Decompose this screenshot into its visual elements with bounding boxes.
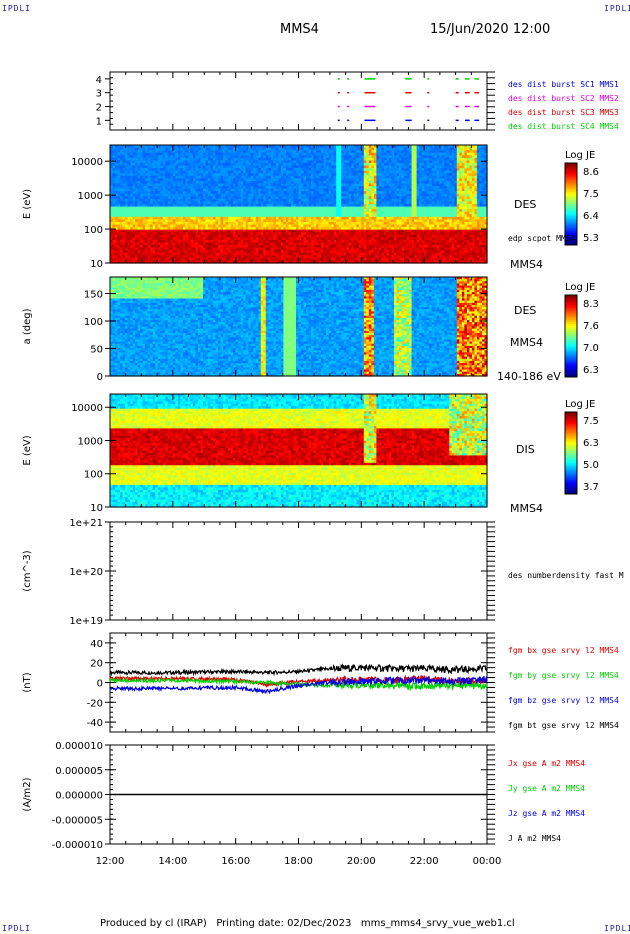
burst-panel-frame (110, 72, 487, 130)
y-tick-label: 2 (96, 103, 102, 114)
burst-legend-label: des dist burst SC3 MMS3 (508, 108, 619, 117)
des-energy-heatmap (110, 145, 488, 264)
burst-legend-label: des dist burst SC2 MMS2 (508, 94, 619, 103)
y-tick-label: 3 (96, 89, 102, 100)
burst-legend-label: des dist burst SC4 MMS4 (508, 122, 619, 131)
y-tick-label: 1 (96, 116, 102, 127)
burst-legend-label: des dist burst SC1 MMS1 (508, 80, 619, 89)
y-tick-label: 4 (96, 75, 102, 86)
